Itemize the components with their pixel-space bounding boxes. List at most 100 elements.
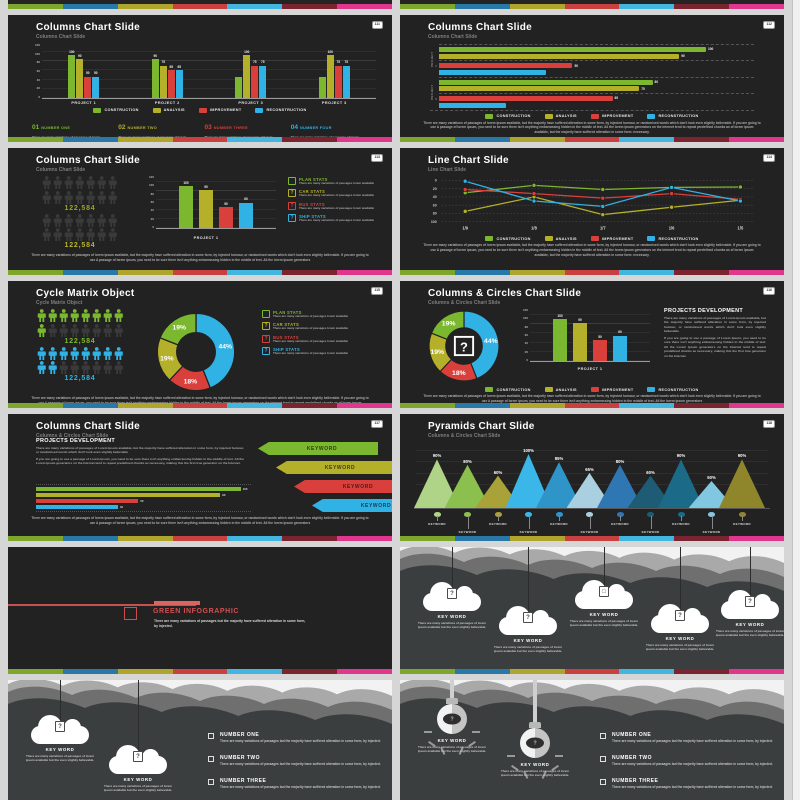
list-item: NUMBER THREE There are many variations of… [600,778,774,790]
stripe-segment [674,137,730,142]
person-icon [64,213,74,227]
hanging-line [680,547,681,621]
projects-development-title: PROJECTS DEVELOPMENT [664,308,744,314]
slide-thumbnail-5[interactable]: Cycle Matrix Object Cycle Matrix Object 11… [8,281,392,403]
person-icon [108,228,118,241]
keyword-pin-stem [742,516,743,521]
keyword-pin-label: KEYWORD [550,522,568,526]
svg-text:44%: 44% [219,344,232,351]
bar [175,70,183,98]
bar-column: 50 [84,72,92,98]
page-number-badge: 112 [763,21,775,29]
slide-subtitle: Line Chart Slide [428,167,467,173]
slide-thumbnail-6[interactable]: Columns & Circles Chart Slide Columns & C… [400,281,784,403]
pyramid-value-label: 60% [493,469,503,475]
pictogram-grid [40,213,120,242]
page-number-badge: 115 [371,287,383,295]
stripe-segment [674,536,730,541]
slide-thumbnail-3[interactable]: Columns Chart Slide Columns Chart Slide 11… [8,148,392,270]
keyword-pin-label: KEYWORD [672,522,690,526]
slide-thumbnail-8[interactable]: Pyramids Chart Slide Columns & Circles Ch… [400,414,784,536]
pyramid-value-label: 80% [463,458,472,464]
svg-text:1/7: 1/7 [600,226,606,231]
square-bullet [600,756,606,762]
person-icon [81,309,90,322]
keyword-pin-stem [559,516,560,521]
callout-heading: 04 NUMBER FOUR [291,116,368,134]
legend-swatch [485,387,494,392]
y-tick: 0 [152,224,154,229]
y-tick: 60 [524,332,528,337]
stat-item: ? CAR STATS There are many variations of p… [262,322,378,331]
stripe-segment [454,270,510,275]
pyramid-value-label: 90% [432,453,442,459]
slide-title: Columns Chart Slide [428,22,533,33]
slide-bottom-stripe [8,137,393,142]
x-category-label: PROJECT 3 [321,100,347,105]
legend-item: ANALYSIS [152,107,185,113]
bar-column: 50 [593,335,607,361]
keyword-pin-label: KEYWORD [458,530,477,534]
body-paragraph: There are many variations of passages of… [423,120,761,135]
bar [68,55,76,98]
list-item-text: There are many variations of passages bu… [612,762,773,766]
cloud-icon: ? [745,596,755,607]
slide-thumbnail-7[interactable]: Columns Chart Slide Columns & Circles Cha… [8,414,392,536]
slide-thumbnail-12[interactable]: ? KEY WORD There are many variations of pa… [400,680,784,800]
slide-subtitle: Columns Chart Slide [36,34,86,40]
bar-column: 65 [175,65,183,98]
slide-thumbnail-10[interactable]: ? KEY WORD There are many variations of pa… [400,547,784,669]
keyword-banner: KEYWORD [258,442,378,455]
keyword-pin [586,512,593,517]
person-icon [59,323,68,337]
legend-item: ANALYSIS [544,387,577,392]
stripe-segment [509,536,565,541]
slide-bottom-stripe [400,4,785,9]
donut-wrap: 44% 18% 19% 19%? [418,308,510,384]
callout-text: There are many variations of passages of… [290,134,359,138]
slide-thumbnail-11[interactable]: ? KEY WORD There are many variations of pa… [8,680,392,800]
person-icon [53,213,63,227]
slide-cell: Columns & Circles Chart Slide Columns & C… [400,281,785,408]
bar-value-label: 90 [153,53,158,58]
slide-thumbnail-4[interactable]: Line Chart Slide Line Chart Slide 114 0 20 40… [400,148,784,270]
x-category-label: PROJECT 1 [577,366,603,371]
plot-area: 100 90 50 60 [156,175,276,229]
person-icon [97,190,107,204]
cloud-bands [8,680,392,732]
grid-dash [439,60,754,62]
hbar-block: 100 90 50 40 [36,484,251,512]
keyword-banner: KEYWORD [276,461,392,474]
stripe-segment [117,270,173,275]
stat-item: ? SHIP STATS There are many variations of … [262,347,378,356]
x-axis-labels: PROJECT 1 PROJECT 2 PROJECT 3 PROJECT 3 [8,99,392,105]
slide-bottom-stripe [400,536,785,541]
hbar-row: 100 [439,46,754,52]
donut-wrap: 44% 18% 19% 19% [136,308,256,394]
hanging-line [528,547,529,623]
stripe-segment [282,4,338,9]
slide-thumbnail-2[interactable]: Columns Chart Slide Columns Chart Slide 11… [400,15,784,137]
list-item-title: NUMBER THREE [612,778,659,784]
bulb-icon: ? [443,713,461,725]
stripe-segment [117,536,173,541]
person-icon [108,213,118,227]
slide-thumbnail-1[interactable]: Columns Chart Slide Columns Chart Slide 11… [8,15,392,137]
bar-column: 65 [167,65,175,98]
accent-segment [154,601,200,605]
stripe-segment [400,669,455,674]
question-icon: ? [460,339,468,354]
bar-column: 100 [243,50,251,98]
projects-development-p2: If you are going to use a passage of Lor… [36,456,244,466]
slide-bottom-stripe [400,137,785,142]
person-icon [59,309,68,322]
y-tick: 120 [34,43,40,47]
bar [439,69,546,75]
slide-title: Columns Chart Slide [36,22,141,33]
keyword-pin-stem [437,516,438,521]
legend-label: IMPROVEMENT [601,387,634,392]
slide-thumbnail-9[interactable]: GREEN INFOGRAPHIC There are many variatio… [8,547,392,669]
slide-header: Columns Chart Slide Columns Chart Slide [400,15,784,40]
list-item-title: NUMBER TWO [220,755,260,761]
slide-cell: Columns Chart Slide Columns & Circles Cha… [8,414,393,541]
